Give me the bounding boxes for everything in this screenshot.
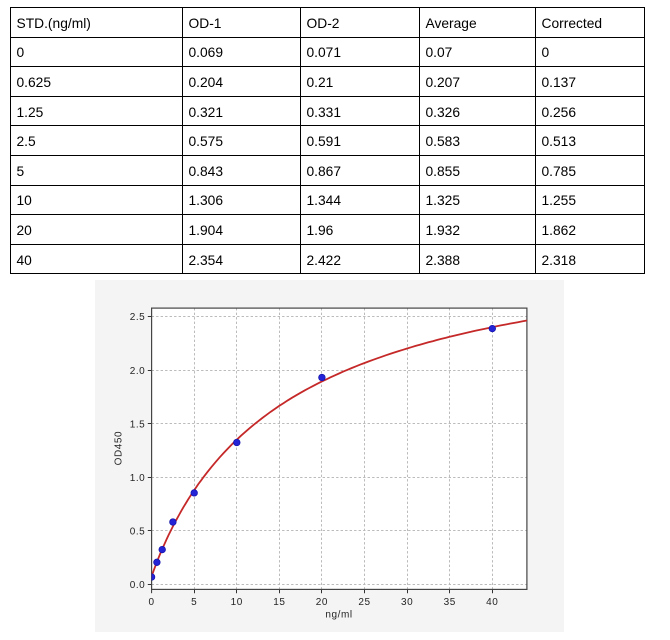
svg-text:0.5: 0.5: [130, 527, 146, 538]
svg-text:10: 10: [231, 597, 243, 608]
svg-text:35: 35: [444, 597, 456, 608]
svg-text:5: 5: [191, 597, 197, 608]
svg-text:15: 15: [273, 597, 285, 608]
svg-text:0.0: 0.0: [130, 580, 146, 591]
svg-text:1.5: 1.5: [130, 419, 146, 430]
svg-text:1.0: 1.0: [130, 473, 146, 484]
svg-text:40: 40: [486, 597, 498, 608]
svg-text:2.5: 2.5: [130, 312, 146, 323]
svg-text:25: 25: [358, 597, 370, 608]
svg-text:20: 20: [316, 597, 328, 608]
svg-text:0: 0: [149, 597, 155, 608]
svg-text:30: 30: [401, 597, 413, 608]
svg-text:ng/ml: ng/ml: [325, 610, 352, 621]
svg-text:OD450: OD450: [113, 431, 124, 465]
svg-text:2.0: 2.0: [130, 366, 146, 377]
